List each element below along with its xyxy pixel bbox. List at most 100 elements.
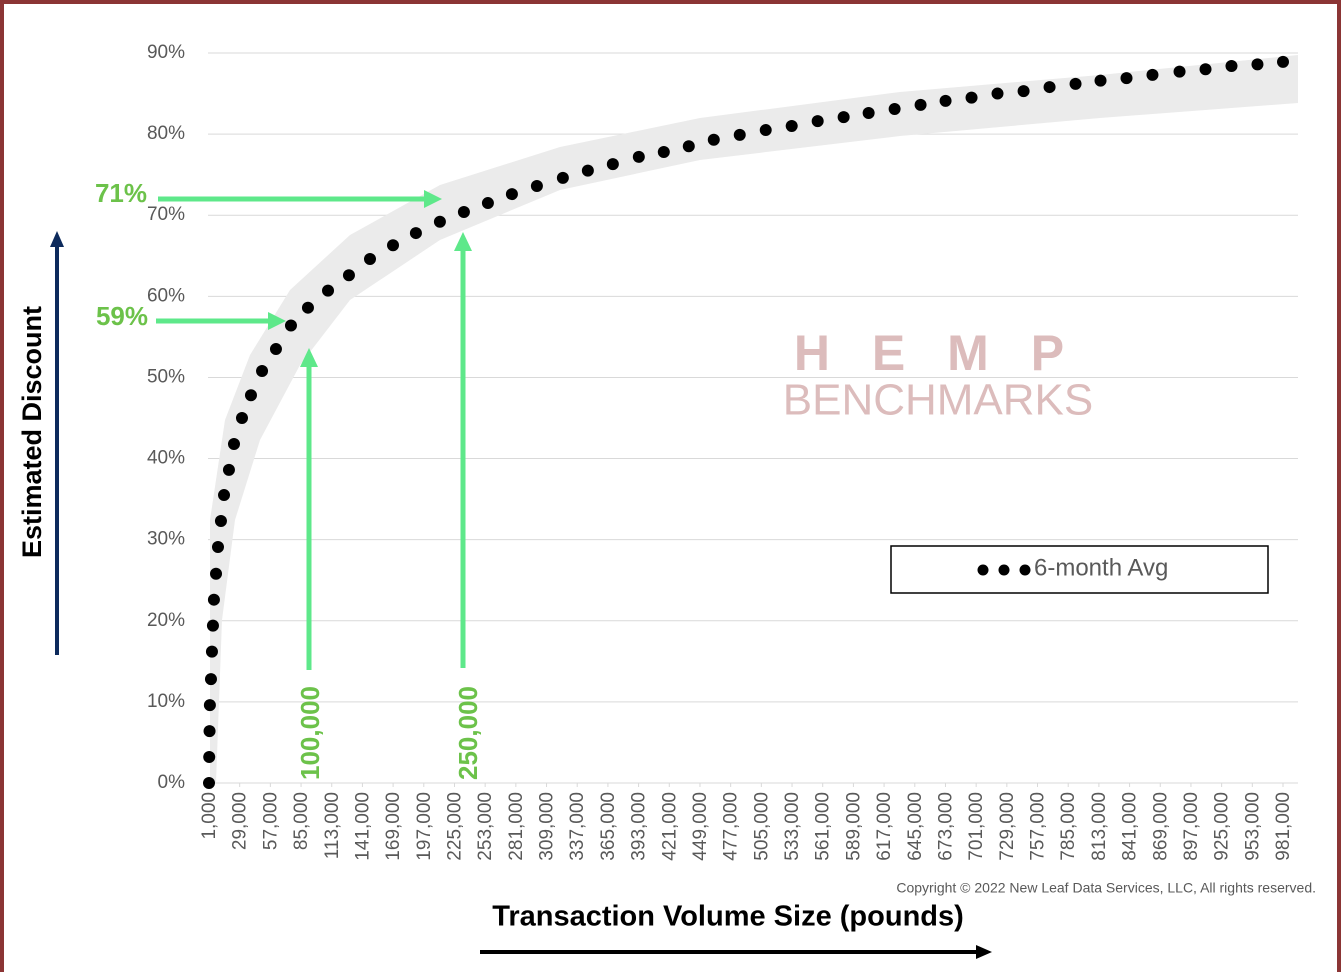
x-tick-label: 533,000 (782, 792, 803, 861)
x-tick-label: 813,000 (1089, 792, 1110, 861)
data-point (218, 489, 231, 502)
data-point (556, 171, 569, 184)
data-point (991, 87, 1004, 100)
x-tick-label: 449,000 (690, 792, 711, 861)
data-point (322, 284, 335, 297)
x-tick-label: 841,000 (1120, 792, 1141, 861)
data-point (837, 111, 850, 124)
x-tick-label: 309,000 (537, 792, 558, 861)
data-point (606, 158, 619, 171)
copyright: Copyright © 2022 New Leaf Data Services,… (896, 880, 1316, 896)
x-tick-label: 281,000 (506, 792, 527, 861)
x-tick-label: 645,000 (905, 792, 926, 861)
series (203, 55, 1289, 789)
annotation-arrows (156, 190, 472, 670)
data-point (1225, 59, 1238, 72)
x-tick-label: 253,000 (475, 792, 496, 861)
data-point (269, 343, 282, 356)
watermark: BENCHMARKS (783, 376, 1094, 425)
x-tick-label: 673,000 (935, 792, 956, 861)
arrowhead (424, 190, 442, 208)
data-point (1173, 65, 1186, 78)
data-point (301, 301, 314, 314)
x-tick-label: 505,000 (751, 792, 772, 861)
y-axis-title: Estimated Discount (17, 306, 47, 558)
y-tick-label: 40% (147, 448, 185, 469)
y-tick-label: 20% (147, 610, 185, 631)
data-point (1199, 63, 1212, 76)
data-point (203, 751, 216, 764)
data-point (203, 699, 216, 712)
x-tick-label: 169,000 (383, 792, 404, 861)
data-point (1120, 72, 1133, 85)
legend-symbol (1019, 564, 1031, 576)
x-tick-label: 113,000 (322, 792, 343, 859)
data-point (733, 128, 746, 141)
data-point (939, 94, 952, 107)
x-tick-label: 141,000 (352, 792, 373, 861)
x-tick-label: 925,000 (1212, 792, 1233, 861)
legend: 6-month Avg (890, 545, 1269, 594)
arrowhead (300, 348, 318, 367)
data-point (1277, 55, 1289, 68)
data-point (1146, 68, 1159, 81)
data-point (211, 540, 224, 553)
grid (208, 52, 1298, 787)
x-tick-label: 701,000 (966, 792, 987, 861)
data-point (203, 777, 215, 789)
data-point (457, 205, 470, 218)
data-point (206, 619, 219, 632)
data-point (682, 140, 695, 153)
data-point (409, 227, 422, 240)
x-tick-label: 561,000 (813, 792, 834, 861)
data-point (862, 107, 875, 120)
x-tick-label: 981,000 (1273, 792, 1294, 861)
data-point (244, 389, 257, 402)
data-point (235, 412, 248, 424)
data-point (707, 133, 720, 146)
y-tick-label: 0% (158, 772, 186, 793)
y-tick-label: 30% (147, 529, 185, 550)
x-tick-label: 953,000 (1242, 792, 1263, 861)
x-tick-label: 197,000 (414, 792, 435, 861)
data-point (914, 98, 927, 111)
x-tick-label: 729,000 (997, 792, 1018, 861)
data-point (363, 253, 376, 266)
data-point (481, 197, 494, 210)
data-point (657, 145, 670, 158)
data-point (204, 673, 217, 686)
data-point (387, 239, 400, 252)
legend-symbol (977, 564, 989, 576)
watermark: H E M P (794, 325, 1078, 381)
x-tick-label: 337,000 (567, 792, 588, 861)
data-point (284, 319, 297, 332)
data-point (1094, 74, 1107, 87)
annotation: 71% (95, 178, 147, 208)
data-point (256, 364, 269, 377)
data-point (1043, 81, 1056, 94)
y-tick-label: 10% (147, 691, 185, 712)
data-point (222, 463, 235, 476)
data-point (530, 180, 543, 193)
x-tick-label: 365,000 (598, 792, 619, 861)
data-point (207, 593, 220, 606)
arrowhead (268, 312, 286, 330)
annotation: 100,000 (295, 686, 325, 780)
data-point (342, 269, 355, 282)
data-point (785, 120, 798, 132)
data-point (581, 164, 594, 177)
x-axis-title: Transaction Volume Size (pounds) (492, 901, 964, 933)
x-tick-label: 421,000 (659, 792, 680, 861)
x-tick-label: 29,000 (230, 792, 251, 850)
y-tick-label: 80% (147, 123, 185, 144)
arrowhead (454, 232, 472, 251)
data-point (632, 150, 645, 163)
y-tick-label: 50% (147, 366, 185, 387)
data-point (1251, 58, 1264, 71)
data-point (759, 124, 772, 137)
data-point (1069, 77, 1082, 90)
legend-label: 6-month Avg (1034, 554, 1168, 581)
